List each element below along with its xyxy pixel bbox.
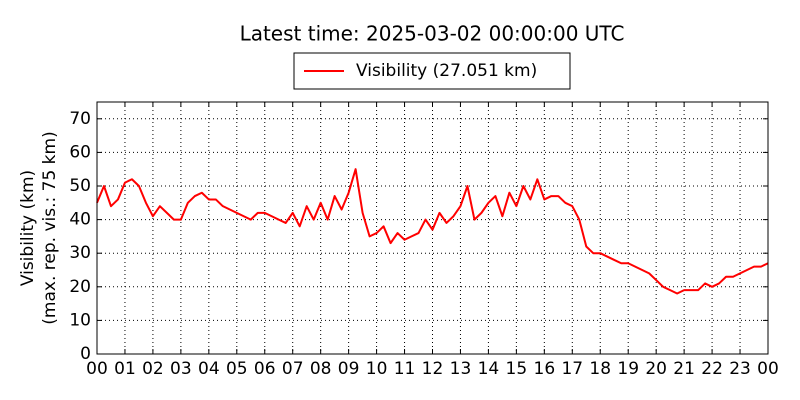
y-axis-label: (max. rep. vis.: 75 km) xyxy=(40,131,60,324)
chart-title: Latest time: 2025-03-02 00:00:00 UTC xyxy=(240,22,625,46)
x-tick-label: 06 xyxy=(254,359,276,379)
x-tick-label: 00 xyxy=(757,359,779,379)
x-tick-label: 11 xyxy=(394,359,416,379)
x-tick-label: 23 xyxy=(729,359,751,379)
x-tick-label: 15 xyxy=(506,359,528,379)
x-tick-label: 01 xyxy=(114,359,136,379)
x-tick-label: 10 xyxy=(366,359,388,379)
y-tick-label: 10 xyxy=(69,310,91,330)
x-tick-label: 20 xyxy=(645,359,667,379)
x-tick-label: 18 xyxy=(589,359,611,379)
y-tick-label: 40 xyxy=(69,210,91,230)
x-tick-label: 21 xyxy=(673,359,695,379)
y-tick-label: 0 xyxy=(80,344,91,364)
y-tick-label: 60 xyxy=(69,142,91,162)
x-tick-label: 16 xyxy=(534,359,556,379)
x-tick-label: 17 xyxy=(561,359,583,379)
y-tick-label: 30 xyxy=(69,243,91,263)
y-tick-label: 50 xyxy=(69,176,91,196)
x-tick-label: 03 xyxy=(170,359,192,379)
y-tick-label: 20 xyxy=(69,277,91,297)
x-tick-label: 08 xyxy=(310,359,332,379)
x-tick-label: 04 xyxy=(198,359,220,379)
y-axis-label: Visibility (km) xyxy=(18,170,38,286)
x-tick-label: 14 xyxy=(478,359,500,379)
legend-label: Visibility (27.051 km) xyxy=(356,61,537,81)
plot-frame xyxy=(96,101,769,355)
x-tick-label: 19 xyxy=(617,359,639,379)
x-tick-label: 13 xyxy=(450,359,472,379)
x-tick-label: 07 xyxy=(282,359,304,379)
x-tick-label: 00 xyxy=(86,359,108,379)
x-tick-label: 09 xyxy=(338,359,360,379)
data-line xyxy=(96,168,769,295)
x-tick-label: 05 xyxy=(226,359,248,379)
y-tick-label: 70 xyxy=(69,109,91,129)
x-tick-label: 22 xyxy=(701,359,723,379)
x-tick-label: 02 xyxy=(142,359,164,379)
x-tick-label: 12 xyxy=(422,359,444,379)
